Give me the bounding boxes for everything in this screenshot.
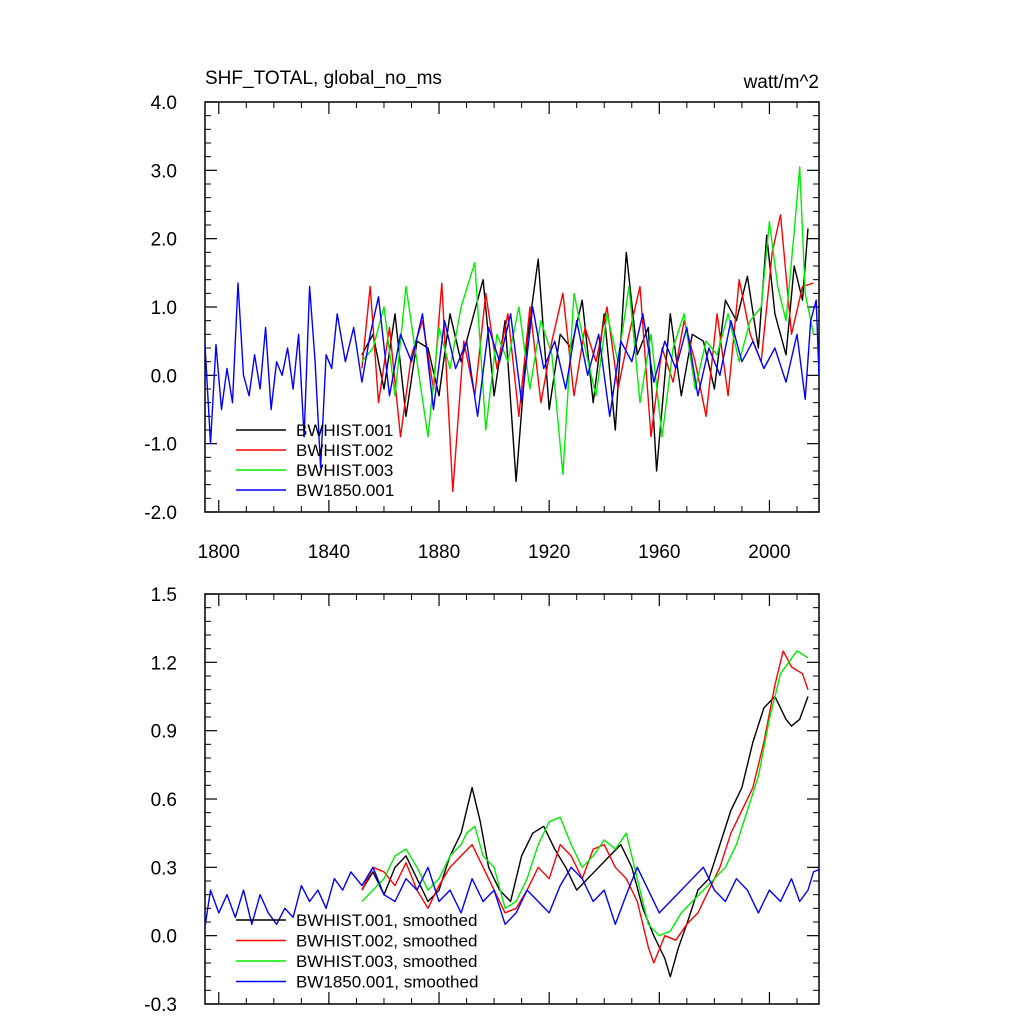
top-x-tick-label: 1880 [418, 542, 460, 563]
top-panel-ticks: -2.0 -1.0 0.0 1.0 2.0 3.0 4.0 1800 1840 1880 1920 1… [144, 93, 819, 563]
bottom-y-tick-label: 0.3 [151, 858, 177, 879]
bottom-y-tick-label: 0.0 [151, 927, 177, 948]
top-x-tick-label: 2000 [748, 542, 790, 563]
bottom-panel-series [204, 650, 820, 978]
top-series-line-3 [361, 166, 815, 476]
bottom-legend-label: BWHIST.002, smoothed [296, 932, 477, 951]
top-panel-series [204, 166, 820, 493]
bottom-y-tick-label: 0.9 [151, 722, 177, 743]
bottom-panel-ticks: -0.3 0.0 0.3 0.6 0.9 1.2 1.5 [144, 585, 819, 1016]
top-legend-label: BW1850.001 [296, 481, 394, 500]
bottom-y-tick-label: 1.2 [151, 653, 177, 674]
top-y-tick-label: 3.0 [151, 161, 177, 182]
top-panel-title: SHF_TOTAL, global_no_ms [205, 68, 442, 89]
top-y-tick-label: -1.0 [144, 435, 177, 456]
top-x-tick-label: 1960 [638, 542, 680, 563]
top-x-tick-label: 1840 [308, 542, 350, 563]
top-y-tick-label: 1.0 [151, 298, 177, 319]
top-legend-label: BWHIST.002 [296, 441, 393, 460]
top-legend-label: BWHIST.003 [296, 461, 393, 480]
top-legend-label: BWHIST.001 [296, 421, 393, 440]
bottom-y-tick-label: -0.3 [144, 995, 177, 1016]
bottom-panel-legend: BWHIST.001, smoothed BWHIST.002, smoothed… [236, 911, 478, 992]
top-y-tick-label: 0.0 [151, 366, 177, 387]
top-y-tick-label: 4.0 [151, 93, 177, 114]
bottom-series-line-3 [361, 650, 809, 937]
top-y-tick-label: 2.0 [151, 230, 177, 251]
bottom-series-line-2 [361, 650, 809, 964]
bottom-legend-label: BW1850.001, smoothed [296, 973, 478, 992]
top-x-tick-label: 1800 [198, 542, 240, 563]
bottom-legend-label: BWHIST.003, smoothed [296, 952, 477, 971]
bottom-legend-label: BWHIST.001, smoothed [296, 911, 477, 930]
bottom-y-tick-label: 0.6 [151, 790, 177, 811]
top-x-tick-label: 1920 [528, 542, 570, 563]
top-y-tick-label: -2.0 [144, 503, 177, 524]
bottom-y-tick-label: 1.5 [151, 585, 177, 606]
top-panel-unit-label: watt/m^2 [743, 72, 819, 93]
bottom-series-line-4 [204, 866, 820, 927]
top-series-line-4 [204, 282, 820, 469]
top-series-line-1 [361, 228, 809, 482]
